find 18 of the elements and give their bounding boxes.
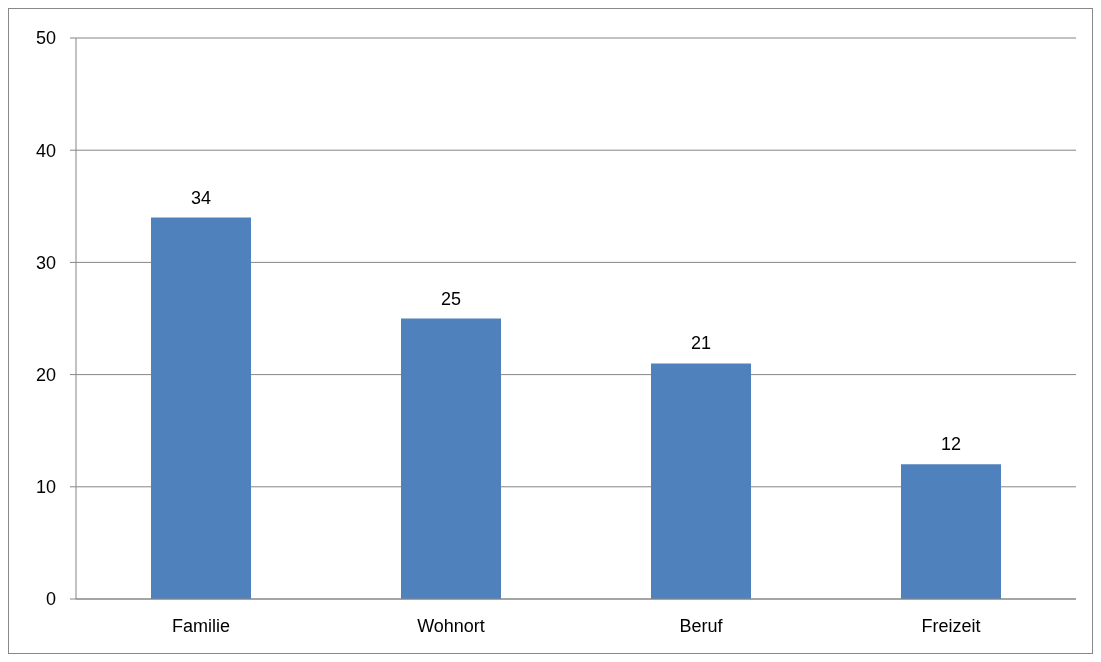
- x-tick-label: Beruf: [679, 615, 724, 636]
- y-tick-label: 40: [35, 140, 56, 161]
- bar: [651, 363, 751, 599]
- y-tick-label: 20: [35, 364, 56, 385]
- data-label: 21: [690, 333, 712, 354]
- x-tick-label: Freizeit: [921, 615, 981, 636]
- y-tick-label: 50: [35, 28, 56, 49]
- bar: [901, 464, 1001, 599]
- y-tick-label: 0: [45, 589, 56, 610]
- bar: [151, 217, 251, 599]
- x-tick-label: Wohnort: [417, 615, 485, 636]
- y-tick-label: 30: [35, 252, 56, 273]
- data-label: 25: [440, 288, 462, 309]
- data-label: 12: [940, 434, 962, 455]
- x-tick-label: Familie: [171, 615, 231, 636]
- y-tick-label: 10: [35, 477, 56, 498]
- bar: [401, 318, 501, 599]
- data-label: 34: [190, 187, 212, 208]
